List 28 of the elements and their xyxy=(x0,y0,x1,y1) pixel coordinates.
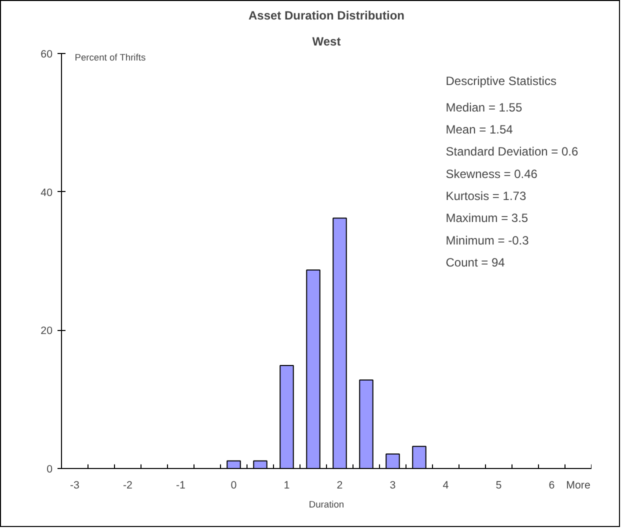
x-tick-label: 3 xyxy=(390,480,396,492)
x-tick-label: 1 xyxy=(284,480,290,492)
x-axis-title: Duration xyxy=(308,500,344,510)
x-tick-label: -1 xyxy=(176,480,186,492)
y-tick-label: 20 xyxy=(40,325,53,338)
x-tick-label: -3 xyxy=(70,480,80,492)
y-tick-label: 0 xyxy=(46,464,53,476)
annotation: Skewness = 0.46 xyxy=(446,166,538,181)
x-tick-label: 6 xyxy=(548,480,555,492)
annotation: Maximum = 3.5 xyxy=(446,211,528,226)
annotation: Minimum = -0.3 xyxy=(446,233,530,248)
x-tick-label: 0 xyxy=(230,480,237,492)
annotation: Descriptive Statistics xyxy=(446,74,556,88)
annotation: Count = 94 xyxy=(446,255,506,270)
chart-subtitle: West xyxy=(312,34,341,48)
x-tick-label: 2 xyxy=(336,480,343,492)
x-tick-label: 4 xyxy=(442,480,449,492)
annotation: Standard Deviation = 0.6 xyxy=(446,144,578,159)
x-tick-label: -2 xyxy=(123,480,133,492)
y-tick-label: 40 xyxy=(40,186,53,199)
annotation: Kurtosis = 1.73 xyxy=(446,188,526,203)
x-tick-label: 5 xyxy=(496,480,502,492)
annotation: Median = 1.55 xyxy=(446,100,522,114)
y-tick-label: 60 xyxy=(40,48,53,60)
annotation: Mean = 1.54 xyxy=(446,122,514,137)
y-axis-title: Percent of Thrifts xyxy=(74,52,146,62)
chart-title: Asset Duration Distribution xyxy=(248,8,405,22)
x-tick-label: More xyxy=(566,480,590,492)
